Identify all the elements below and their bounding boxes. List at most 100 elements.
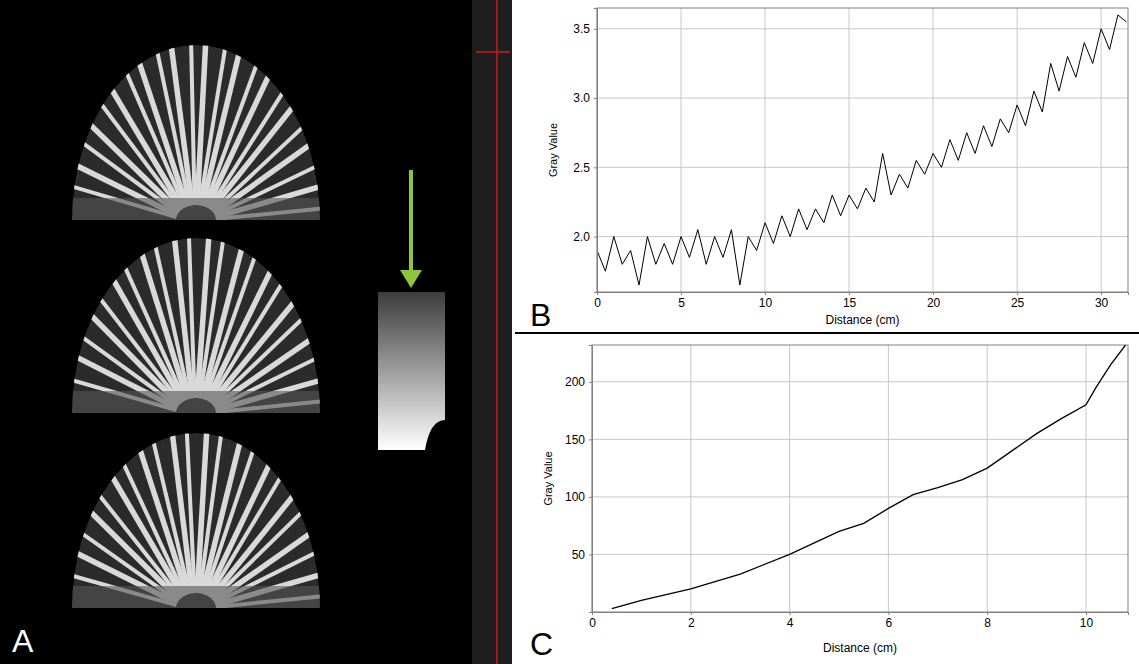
tick: 0: [589, 612, 596, 630]
panel-label: C: [530, 626, 553, 662]
tick-label: 2.5: [573, 161, 590, 175]
coral-band: [197, 413, 208, 593]
axis-title: Distance (cm): [823, 641, 897, 655]
tick: 20: [927, 292, 941, 310]
coral-band: [78, 112, 180, 211]
tick-label: 2: [688, 616, 695, 630]
tick-label: 20: [927, 296, 941, 310]
tick-label: 30: [1095, 296, 1109, 310]
tick: 150: [565, 433, 592, 447]
x-axis: 0 2 4 6 8 10: [589, 612, 1128, 630]
grid-line: [597, 28, 1128, 29]
tick-label: 2.0: [573, 230, 590, 244]
tick-label: 15: [843, 296, 857, 310]
panel-label: B: [530, 297, 551, 333]
tick-label: 5: [678, 296, 685, 310]
tick: 6: [886, 612, 893, 630]
tick-label: 25: [1011, 296, 1025, 310]
x-axis: 0 5 10 15 20 25 30: [594, 292, 1128, 310]
tick: 5: [678, 292, 685, 310]
tick-label: 10: [1080, 616, 1094, 630]
arrow-shaft: [409, 170, 413, 272]
coral-slab: [57, 218, 342, 413]
grid-line: [597, 236, 1128, 237]
grid-line: [849, 8, 850, 292]
coral-band: [137, 238, 187, 399]
tick-mark: [594, 167, 597, 168]
red-guide: [476, 51, 510, 53]
arrow-head: [400, 270, 422, 288]
grid-line: [888, 345, 889, 612]
tick-label: 10: [759, 296, 773, 310]
axis-line: [594, 9, 598, 293]
tick: 2.5: [573, 161, 597, 175]
chart: 024681050100150200Distance (cm)Gray Valu…: [530, 345, 1129, 662]
red-guide: [496, 0, 498, 664]
panel-divider: [515, 332, 1139, 334]
axis-title: Distance (cm): [825, 313, 899, 327]
tick-label: 8: [984, 616, 991, 630]
grid-line: [690, 345, 691, 612]
y-axis: 2.0 2.5 3.0 3.5: [573, 9, 597, 293]
plot-frame: [592, 345, 1128, 612]
grid-line: [765, 8, 766, 292]
grid-line: [987, 345, 988, 612]
plot-area: [597, 15, 1126, 285]
tick: 200: [565, 375, 592, 389]
scan-strip: [472, 0, 512, 664]
axis-title: Gray Value: [547, 123, 559, 177]
coral-base: [72, 198, 320, 220]
tick: 15: [843, 292, 857, 310]
tick-label: 3.0: [573, 91, 590, 105]
tick-mark: [589, 382, 592, 383]
grid-line: [592, 554, 1128, 555]
coral-slab: [59, 25, 344, 220]
density-standard: [378, 292, 445, 450]
grid-line: [597, 167, 1128, 168]
coral-band: [209, 461, 290, 597]
coral-band: [79, 500, 179, 599]
grid: [592, 345, 1128, 612]
coral-slab: [55, 413, 340, 608]
tick: 2: [688, 612, 695, 630]
tick: 8: [984, 612, 991, 630]
grid: [597, 8, 1128, 292]
tick-mark: [594, 29, 597, 30]
y-axis: 50 100 150 200: [565, 346, 593, 613]
tick-mark: [594, 237, 597, 238]
tick: 3.0: [573, 91, 597, 105]
coral-band: [81, 305, 179, 404]
tick: 0: [594, 292, 601, 310]
tick-mark: [594, 98, 597, 99]
coral-base: [72, 391, 320, 413]
tick-label: 0: [594, 296, 601, 310]
grid-line: [1101, 8, 1102, 292]
coral-base: [72, 586, 320, 608]
chart: 0 5 10 15 20 25 30 2.0 2.5 3.0 3.5 Distance (cm) Gra…: [530, 8, 1129, 333]
axis-line: [593, 613, 1129, 616]
tick-label: 4: [787, 616, 794, 630]
axis-line: [589, 346, 593, 613]
tick: 100: [565, 490, 592, 504]
grid-line: [1017, 8, 1018, 292]
coral-band: [202, 423, 244, 594]
figure: A0510152025302.02.53.03.5Distance (cm)Gr…: [0, 0, 1139, 664]
tick: 50: [572, 548, 592, 562]
tick-label: 50: [572, 548, 586, 562]
tick: 25: [1011, 292, 1025, 310]
tick-label: 200: [565, 375, 585, 389]
grid-line: [681, 8, 682, 292]
plot-area: [612, 345, 1126, 609]
grid-line: [592, 496, 1128, 497]
grid-line: [592, 439, 1128, 440]
coral-band: [191, 25, 195, 205]
image-panel: A: [0, 0, 512, 664]
tick-mark: [589, 554, 592, 555]
tick: 30: [1095, 292, 1109, 310]
tick: 10: [759, 292, 773, 310]
data-line: [597, 15, 1126, 285]
tick-label: 0: [589, 616, 596, 630]
grid-line: [592, 381, 1128, 382]
tick-label: 3.5: [573, 22, 590, 36]
data-line: [612, 345, 1126, 609]
